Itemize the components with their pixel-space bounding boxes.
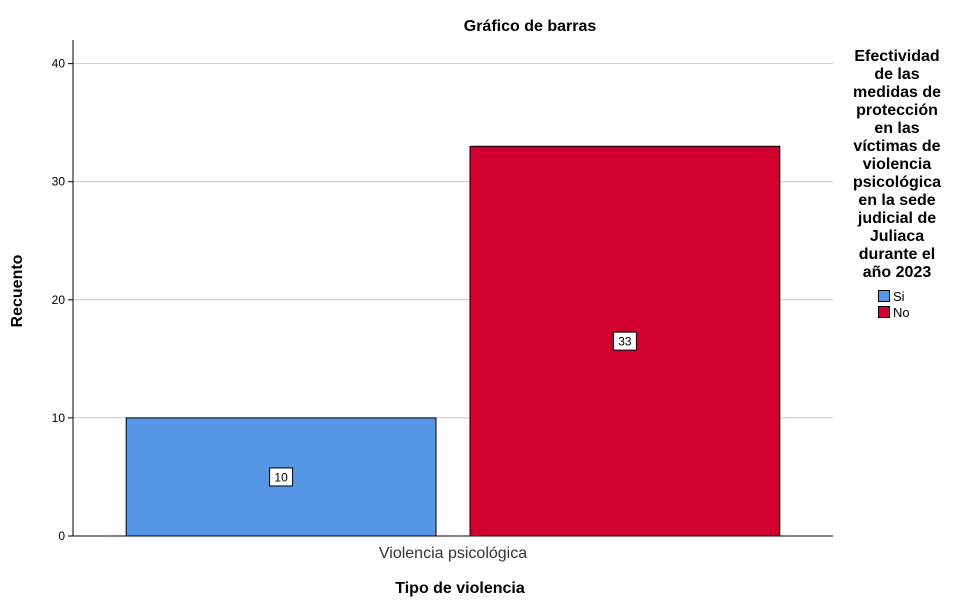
legend-label: No: [893, 304, 910, 320]
legend-title-line: de las: [874, 66, 920, 83]
legend-title-line: en las: [874, 120, 920, 137]
y-axis-label: Recuento: [9, 254, 26, 328]
legend-title-line: protección: [856, 102, 938, 119]
legend-title-line: durante el: [858, 246, 936, 263]
legend-title-line: psicológica: [852, 174, 942, 191]
data-label: 10: [274, 470, 288, 484]
legend-item-no: No: [878, 304, 964, 320]
legend-swatch: [878, 290, 890, 302]
legend-item-si: Si: [878, 288, 964, 304]
legend-title-line: violencia: [862, 156, 932, 173]
data-label: 33: [618, 335, 632, 349]
y-tick-label: 10: [52, 411, 66, 425]
legend-items: Si No: [878, 288, 964, 320]
y-tick-label: 30: [52, 175, 66, 189]
data-label-box: [269, 467, 294, 487]
legend-title-line: Juliaca: [869, 228, 925, 245]
legend-title-line: Efectividad: [854, 48, 940, 65]
y-tick-label: 0: [58, 529, 65, 543]
legend-title-line: medidas de: [852, 84, 942, 101]
data-label-box: [612, 331, 637, 351]
legend-title-line: judicial de: [857, 210, 937, 227]
legend-title: Efectividad de las medidas de protección en …: [830, 48, 964, 282]
category-label: Violencia psicológica: [379, 545, 527, 562]
legend-title-line: en la sede: [858, 192, 936, 209]
legend: Efectividad de las medidas de protección en …: [830, 48, 964, 320]
legend-title-line: año 2023: [862, 264, 932, 281]
legend-label: Si: [893, 288, 905, 304]
x-axis-label: Tipo de violencia: [395, 580, 525, 597]
y-tick-label: 40: [52, 57, 66, 71]
chart-title: Gráfico de barras: [463, 18, 597, 35]
legend-title-line: víctimas de: [853, 138, 941, 155]
y-tick-label: 20: [52, 293, 66, 307]
legend-swatch: [878, 306, 890, 318]
